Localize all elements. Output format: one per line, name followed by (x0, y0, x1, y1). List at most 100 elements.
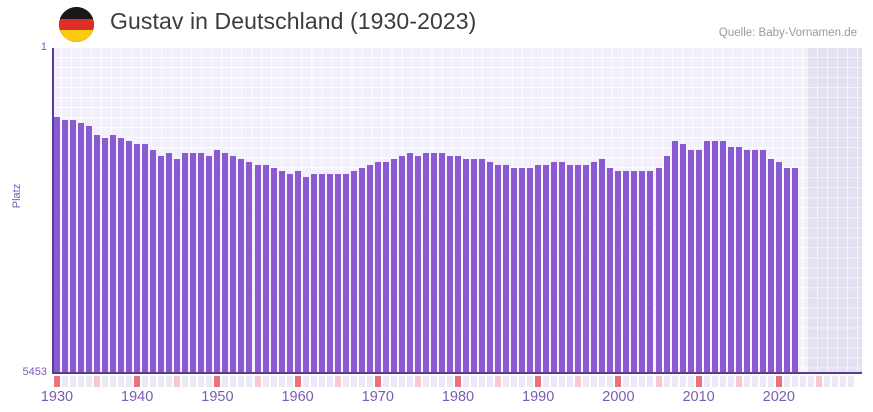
bar[interactable] (214, 149, 221, 372)
bar[interactable] (310, 173, 317, 372)
bar[interactable] (206, 155, 213, 372)
bar[interactable] (655, 167, 662, 372)
bar[interactable] (735, 146, 742, 372)
bar[interactable] (527, 167, 534, 372)
bar[interactable] (607, 167, 614, 372)
bar[interactable] (783, 167, 790, 372)
bar[interactable] (479, 158, 486, 372)
bar[interactable] (671, 140, 678, 372)
bar[interactable] (302, 176, 309, 372)
x-axis-tick (390, 376, 397, 387)
bar[interactable] (190, 152, 197, 372)
bar[interactable] (471, 158, 478, 372)
bar[interactable] (519, 167, 526, 372)
bar[interactable] (238, 158, 245, 372)
bar[interactable] (406, 152, 413, 372)
bar[interactable] (647, 170, 654, 372)
bar[interactable] (751, 149, 758, 372)
x-axis-tick (262, 376, 269, 387)
bar[interactable] (158, 155, 165, 372)
bar[interactable] (767, 158, 774, 372)
bar[interactable] (775, 161, 782, 372)
x-axis-tick (422, 376, 429, 387)
bar[interactable] (166, 152, 173, 372)
bar[interactable] (222, 152, 229, 372)
bar[interactable] (743, 149, 750, 372)
bar[interactable] (727, 146, 734, 372)
bar[interactable] (422, 152, 429, 372)
bar[interactable] (591, 161, 598, 372)
x-axis-tick (487, 376, 494, 387)
x-axis-tick (222, 376, 229, 387)
bar[interactable] (286, 173, 293, 372)
bar[interactable] (70, 120, 77, 372)
bar[interactable] (150, 149, 157, 372)
bar[interactable] (719, 140, 726, 372)
bar[interactable] (390, 158, 397, 372)
bar[interactable] (703, 140, 710, 372)
bar[interactable] (495, 164, 502, 372)
bar[interactable] (446, 155, 453, 372)
bar[interactable] (334, 173, 341, 372)
bar[interactable] (86, 126, 93, 372)
bar[interactable] (430, 152, 437, 372)
bar[interactable] (631, 170, 638, 372)
bar[interactable] (414, 155, 421, 372)
bar[interactable] (695, 149, 702, 372)
bar[interactable] (262, 164, 269, 372)
bar[interactable] (551, 161, 558, 372)
bar[interactable] (294, 170, 301, 372)
bar[interactable] (118, 137, 125, 372)
bar[interactable] (463, 158, 470, 372)
bar[interactable] (326, 173, 333, 372)
bar[interactable] (318, 173, 325, 372)
bar[interactable] (687, 149, 694, 372)
bar[interactable] (358, 167, 365, 372)
bar[interactable] (62, 120, 69, 372)
bar[interactable] (382, 161, 389, 372)
bar[interactable] (759, 149, 766, 372)
bar[interactable] (535, 164, 542, 372)
bar[interactable] (791, 167, 798, 372)
bar[interactable] (679, 143, 686, 372)
bar[interactable] (623, 170, 630, 372)
bar[interactable] (278, 170, 285, 372)
bar[interactable] (134, 143, 141, 372)
bar[interactable] (270, 167, 277, 372)
bar[interactable] (398, 155, 405, 372)
bar[interactable] (198, 152, 205, 372)
bar[interactable] (487, 161, 494, 372)
bar[interactable] (455, 155, 461, 372)
bar[interactable] (511, 167, 518, 372)
bar[interactable] (246, 161, 253, 372)
bar[interactable] (230, 155, 237, 372)
bar[interactable] (438, 152, 445, 372)
bar[interactable] (583, 164, 590, 372)
x-axis-tick (839, 376, 846, 387)
bar[interactable] (102, 137, 109, 372)
bar[interactable] (350, 170, 357, 372)
bar[interactable] (126, 140, 133, 372)
bar[interactable] (711, 140, 718, 372)
x-axis-tick (414, 376, 421, 387)
bar[interactable] (78, 123, 85, 372)
bar[interactable] (174, 158, 181, 372)
bar[interactable] (615, 170, 622, 372)
bar[interactable] (663, 155, 670, 372)
bar[interactable] (366, 164, 373, 372)
bar[interactable] (543, 164, 550, 372)
bar[interactable] (374, 161, 381, 372)
bar[interactable] (503, 164, 510, 372)
bar[interactable] (182, 152, 189, 372)
bar[interactable] (110, 135, 117, 372)
bar[interactable] (342, 173, 349, 372)
bar[interactable] (559, 161, 566, 372)
bar[interactable] (639, 170, 646, 372)
bar[interactable] (94, 135, 101, 372)
bar[interactable] (599, 158, 606, 372)
bar[interactable] (254, 164, 261, 372)
bar[interactable] (567, 164, 574, 372)
bar[interactable] (54, 117, 60, 372)
bar[interactable] (142, 143, 149, 372)
bar[interactable] (575, 164, 582, 372)
